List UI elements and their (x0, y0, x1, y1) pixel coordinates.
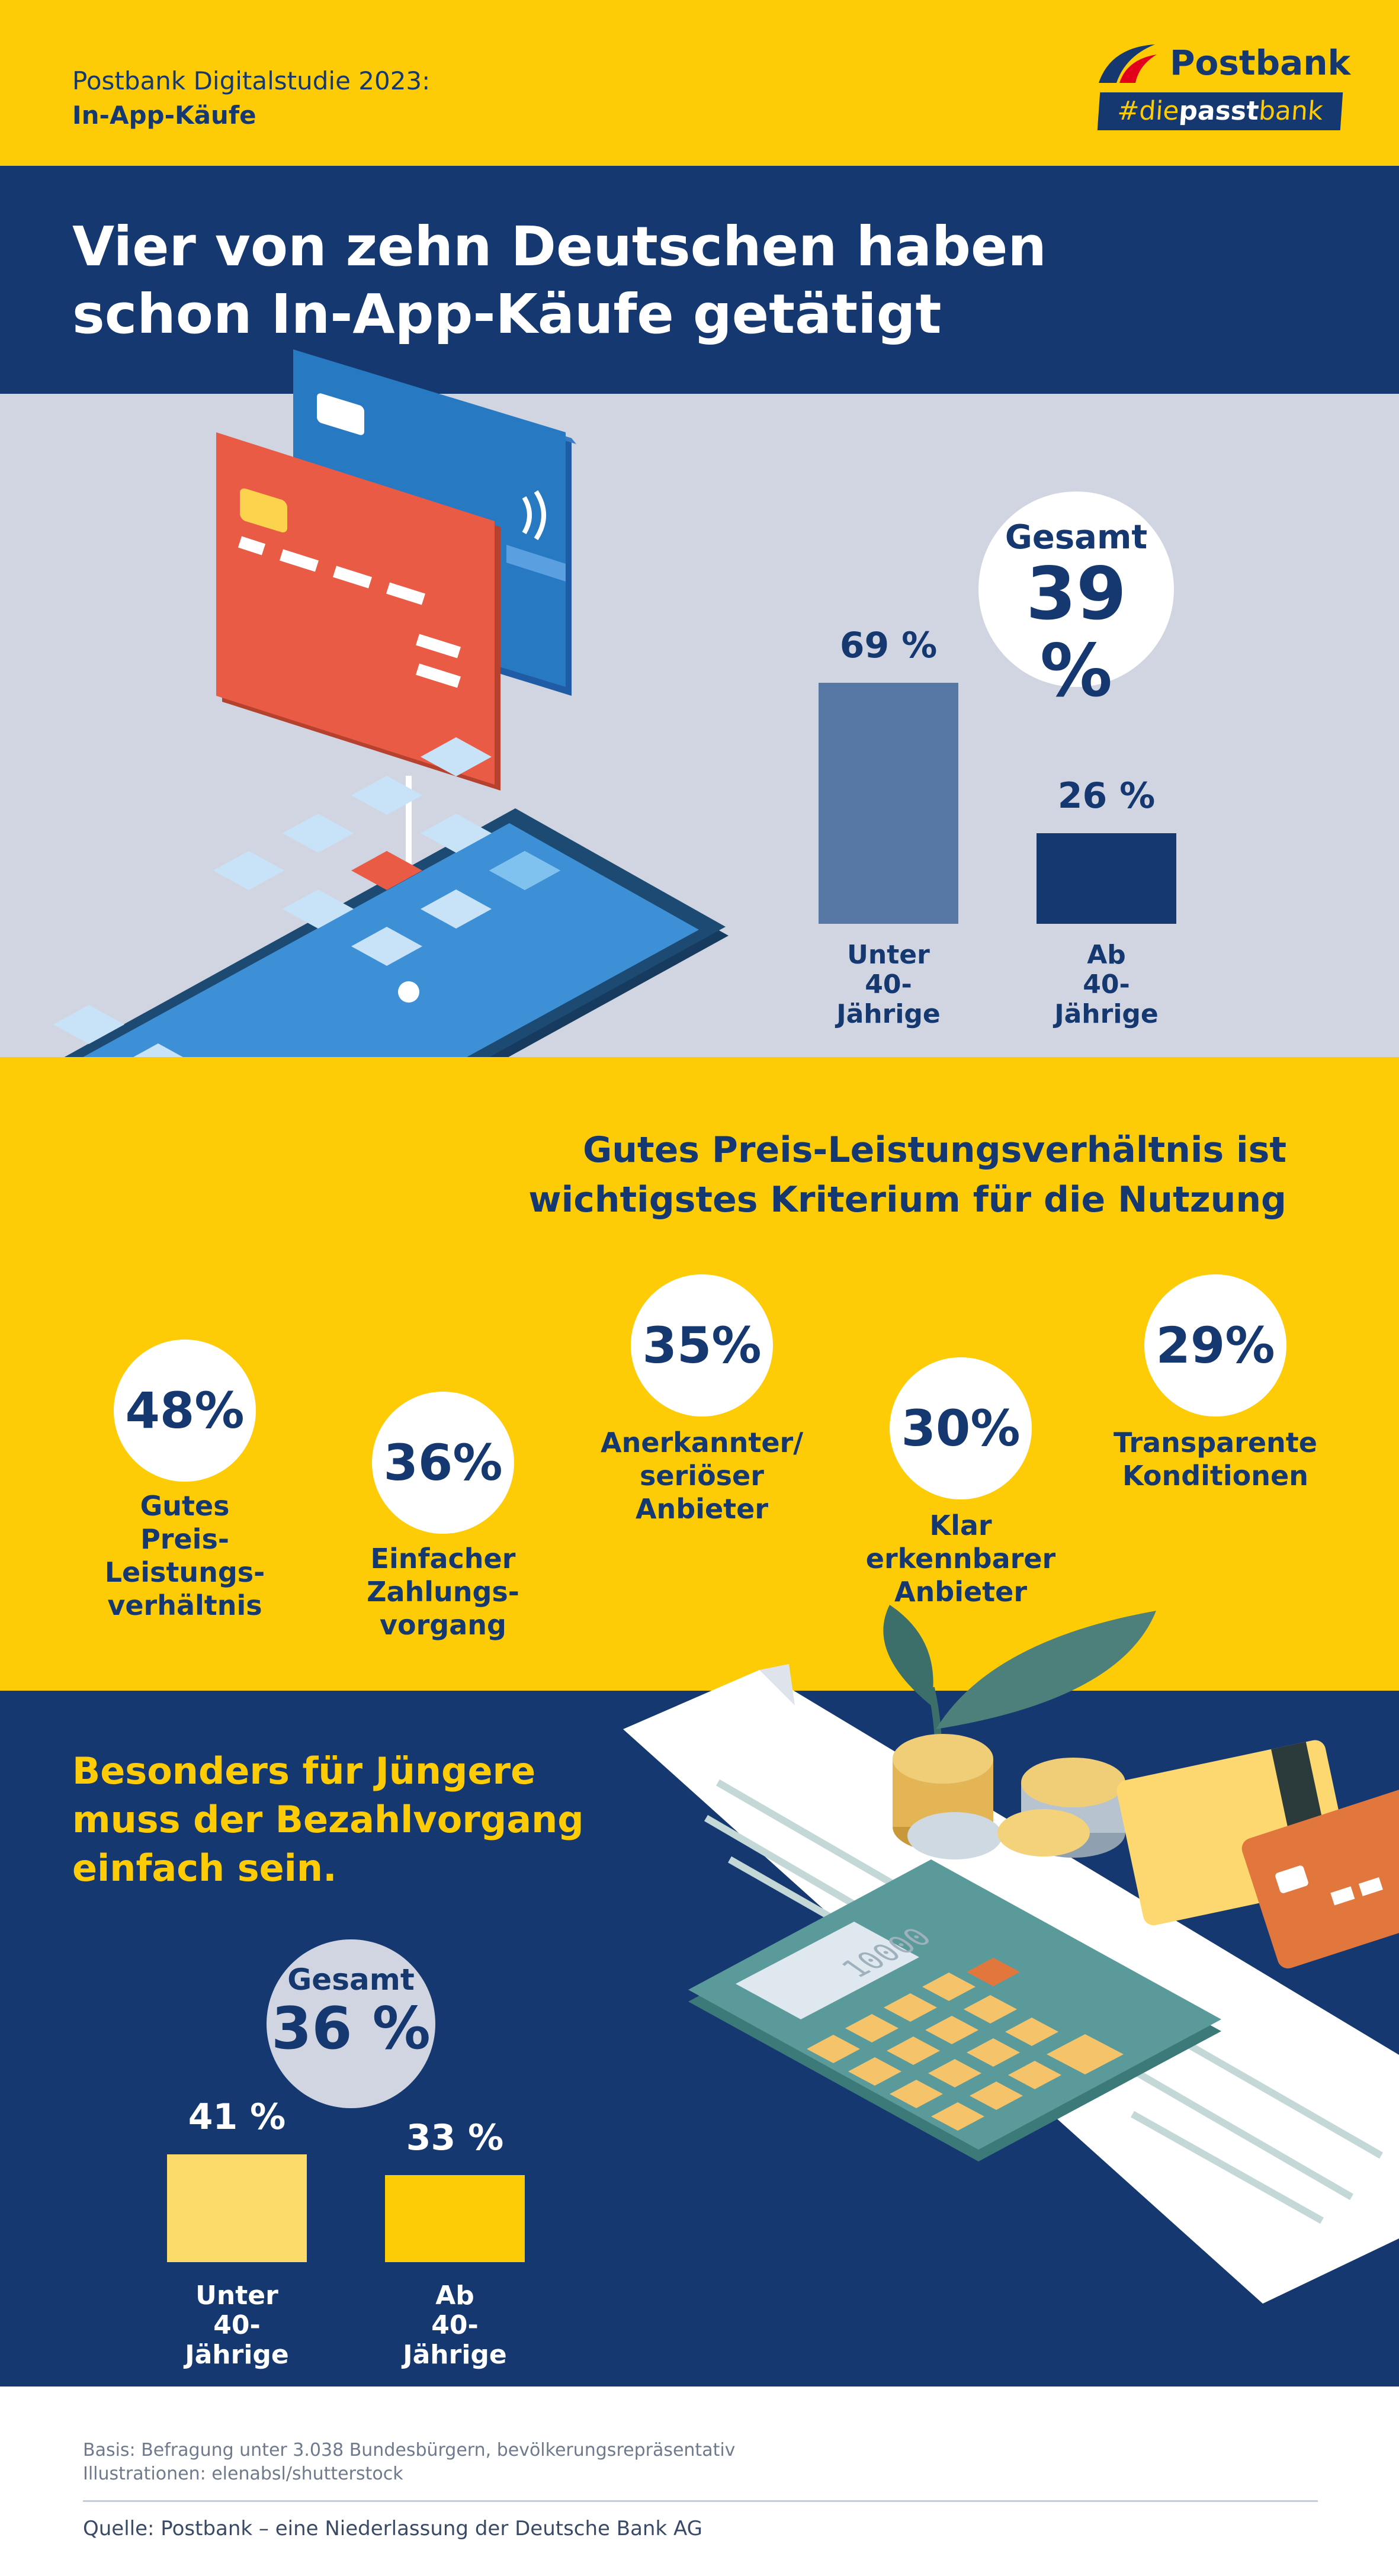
finance-illustration (623, 1605, 1399, 2304)
footer-basis: Basis: Befragung unter 3.038 Bundesbürge… (83, 2440, 736, 2461)
criterion-value-price-performance: 48% (114, 1340, 256, 1482)
criterion-label-identifiable-provider-line-1: Klar erkennbarer (865, 1509, 1056, 1575)
hashtag-prefix: #die (1116, 96, 1180, 126)
criterion-value-transparent-terms: 29% (1144, 1274, 1286, 1417)
young-title-line-3: einfach sein. (72, 1846, 337, 1890)
header-band (0, 0, 1399, 166)
phone-cards-illustration (0, 349, 729, 1214)
footer-illustrations: Illustrationen: elenabsl/shutterstock (83, 2463, 403, 2484)
hashtag-suffix: bank (1257, 96, 1324, 126)
young-title-line-2: muss der Bezahlvorgang (72, 1798, 584, 1841)
criterion-label-transparent-terms: Transparente Konditionen (1091, 1426, 1340, 1492)
criterion-label-identifiable-provider-line-2: Anbieter (894, 1576, 1028, 1608)
criterion-label-reputable-provider-line-1: Anerkannter/ (600, 1427, 804, 1459)
criterion-value-easy-payment: 36% (372, 1392, 514, 1534)
study-line-2: In-App-Käufe (72, 101, 256, 130)
page-title-line-2: schon In-App-Käufe getätigt (72, 282, 942, 346)
footer-source: Quelle: Postbank – eine Niederlassung de… (83, 2517, 702, 2540)
page-title: Vier von zehn Deutschen haben schon In-A… (72, 213, 1079, 348)
criteria-title: Gutes Preis-Leistungsverhältnis ist wich… (474, 1125, 1286, 1225)
criteria-title-line-2: wichtigstes Kriterium für die Nutzung (528, 1179, 1286, 1220)
criterion-label-reputable-provider-line-2: seriöser (640, 1460, 764, 1492)
criterion-label-easy-payment-line-3: vorgang (380, 1609, 506, 1641)
study-label: Postbank Digitalstudie 2023: In-App-Käuf… (72, 64, 430, 133)
criterion-label-reputable-provider-line-3: Anbieter (635, 1493, 769, 1525)
criterion-label-price-performance-line-3: verhältnis (107, 1589, 262, 1621)
criterion-value-reputable-provider: 35% (631, 1274, 773, 1417)
hashtag-bold: passt (1177, 96, 1260, 126)
criterion-label-easy-payment: Einfacher Zahlungs- vorgang (319, 1542, 567, 1642)
footer (0, 2387, 1399, 2576)
criterion-value-identifiable-provider: 30% (890, 1357, 1032, 1499)
criteria-title-line-1: Gutes Preis-Leistungsverhältnis ist (582, 1129, 1286, 1171)
criterion-label-transparent-terms-line-2: Konditionen (1122, 1460, 1308, 1492)
hashtag-badge: #diepasstbank (1097, 92, 1343, 130)
criterion-label-price-performance: Gutes Preis-Leistungs- verhältnis (60, 1489, 309, 1622)
title-band (0, 166, 1399, 394)
criterion-label-price-performance-line-1: Gutes (140, 1490, 230, 1522)
young-title: Besonders für Jüngere muss der Bezahlvor… (72, 1747, 605, 1893)
postbank-swoosh-icon (1099, 44, 1157, 83)
postbank-logo: Postbank #diepasstbank (1097, 41, 1350, 130)
criterion-label-identifiable-provider: Klar erkennbarer Anbieter (836, 1509, 1085, 1608)
criterion-label-easy-payment-line-2: Zahlungs- (367, 1576, 519, 1608)
criterion-label-price-performance-line-2: Preis-Leistungs- (104, 1523, 265, 1588)
footer-notes: Basis: Befragung unter 3.038 Bundesbürge… (83, 2439, 735, 2486)
footer-divider (83, 2500, 1318, 2502)
young-title-line-1: Besonders für Jüngere (72, 1749, 536, 1793)
study-line-1: Postbank Digitalstudie 2023: (72, 66, 431, 95)
logo-wordmark: Postbank (1170, 43, 1351, 83)
criterion-label-transparent-terms-line-1: Transparente (1114, 1427, 1317, 1459)
criterion-label-reputable-provider: Anerkannter/ seriöser Anbieter (577, 1426, 826, 1525)
page-title-line-1: Vier von zehn Deutschen haben (72, 215, 1047, 278)
criterion-label-easy-payment-line-1: Einfacher (370, 1543, 516, 1575)
